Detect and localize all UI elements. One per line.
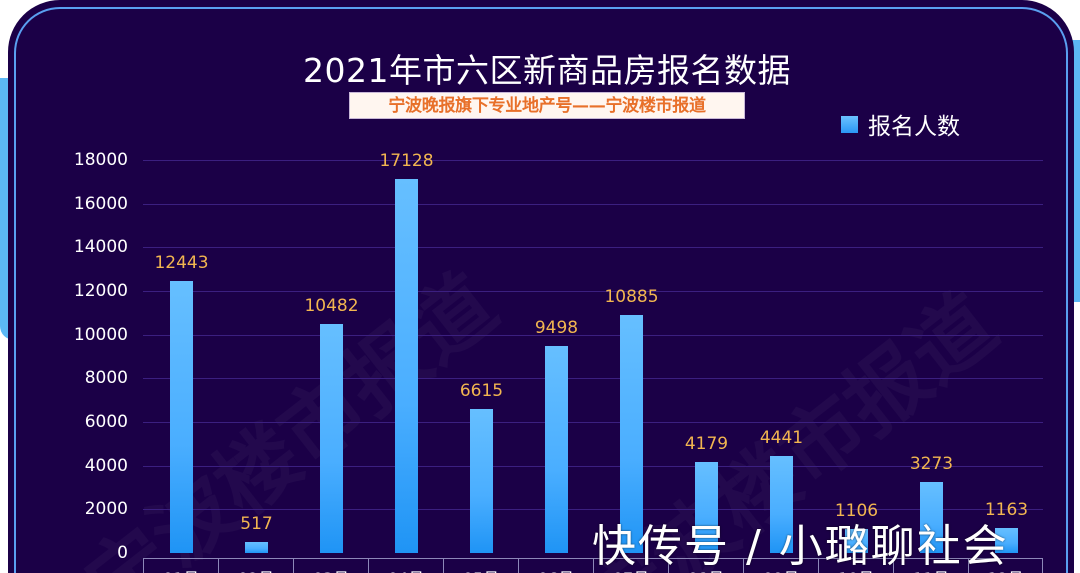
x-tick-label: 08月 [668, 559, 743, 573]
x-tick-label: 01月 [143, 559, 218, 573]
x-tick-label: 12月 [968, 559, 1043, 573]
bar-value-label: 10885 [604, 287, 659, 308]
bar-group-08: 4179 [668, 160, 743, 553]
y-tick-label: 8000 [84, 368, 128, 389]
bar-01[interactable] [170, 281, 193, 553]
bar-group-05: 6615 [443, 160, 518, 553]
x-tick-label: 06月 [518, 559, 593, 573]
bar-07[interactable] [620, 315, 643, 553]
y-tick-label: 2000 [84, 499, 128, 520]
x-tick-label: 11月 [893, 559, 968, 573]
x-tick-label: 07月 [593, 559, 668, 573]
x-tick-label: 02月 [218, 559, 293, 573]
bar-05[interactable] [470, 408, 493, 553]
bar-value-label: 10482 [304, 296, 359, 317]
x-tick-label: 05月 [443, 559, 518, 573]
bar-group-09: 4441 [743, 160, 818, 553]
gridline [143, 509, 1043, 511]
y-tick-label: 10000 [73, 324, 128, 345]
x-tick-label: 03月 [293, 559, 368, 573]
bar-12[interactable] [995, 527, 1018, 553]
bar-group-04: 17128 [368, 151, 443, 553]
bar-group-02: 517 [218, 160, 293, 553]
bar-group-06: 9498 [518, 160, 593, 553]
y-tick-label: 4000 [84, 455, 128, 476]
bar-11[interactable] [920, 481, 943, 553]
bar-03[interactable] [320, 324, 343, 553]
chart-title: 2021年市六区新商品房报名数据 [303, 51, 791, 90]
y-tick-label: 12000 [73, 281, 128, 301]
bar-08[interactable] [695, 461, 718, 553]
y-tick-label: 16000 [73, 193, 128, 214]
bar-09[interactable] [770, 456, 793, 553]
gridline [143, 378, 1043, 380]
bar-value-label: 17128 [379, 151, 434, 171]
plot-area: 18000 16000 14000 12000 10000 8000 6000 … [74, 150, 1043, 563]
gridline [143, 334, 1043, 336]
bar-04[interactable] [395, 179, 418, 553]
bar-value-label: 4179 [684, 433, 729, 454]
gridline [143, 422, 1043, 423]
gridline [143, 247, 1043, 249]
legend: 报名人数 [841, 107, 960, 141]
bar-group-11: 3273 [893, 160, 968, 553]
bar-06[interactable] [545, 345, 568, 553]
bar-value-label: 9498 [534, 317, 579, 338]
legend-swatch-icon [841, 115, 858, 133]
bar-value-label: 1106 [834, 500, 879, 521]
bar-value-label: 3273 [909, 453, 954, 474]
legend-label: 报名人数 [868, 114, 960, 140]
bar-group-01: 12443 [143, 160, 218, 553]
bar-10[interactable] [845, 528, 868, 553]
x-tick-label: 09月 [743, 559, 818, 573]
bar-group-10: 1106 [818, 160, 893, 553]
x-tick-label: 04月 [368, 559, 443, 573]
y-tick-label: 18000 [73, 150, 128, 170]
bar-value-label: 12443 [154, 253, 209, 274]
bar-value-label: 4441 [759, 428, 804, 448]
gridline [143, 160, 1043, 161]
gridline [143, 465, 1043, 467]
bar-value-label: 6615 [459, 380, 504, 401]
y-tick-label: 14000 [73, 237, 128, 258]
bar-group-12: 1163 [968, 160, 1043, 553]
gridline [143, 291, 1043, 292]
bar-group-03: 10482 [293, 160, 368, 553]
bar-value-label: 517 [240, 513, 273, 534]
x-axis: 01月 02月 03月 04月 05月 06月 07月 08月 09月 10月 … [143, 558, 1043, 573]
gridline [143, 203, 1043, 205]
bar-02[interactable] [245, 541, 268, 553]
chart-panel-border [14, 7, 1068, 573]
bar-group-07: 10885 [593, 160, 668, 553]
y-tick-label: 0 [117, 543, 128, 563]
chart-subtitle-banner: 宁波晚报旗下专业地产号——宁波楼市报道 [349, 92, 745, 119]
source-overlay-caption: 快传号 / 小璐聊社会 [592, 521, 1009, 572]
x-tick-label: 10月 [818, 559, 893, 573]
bar-value-label: 1163 [984, 499, 1029, 520]
y-tick-label: 6000 [84, 412, 128, 432]
